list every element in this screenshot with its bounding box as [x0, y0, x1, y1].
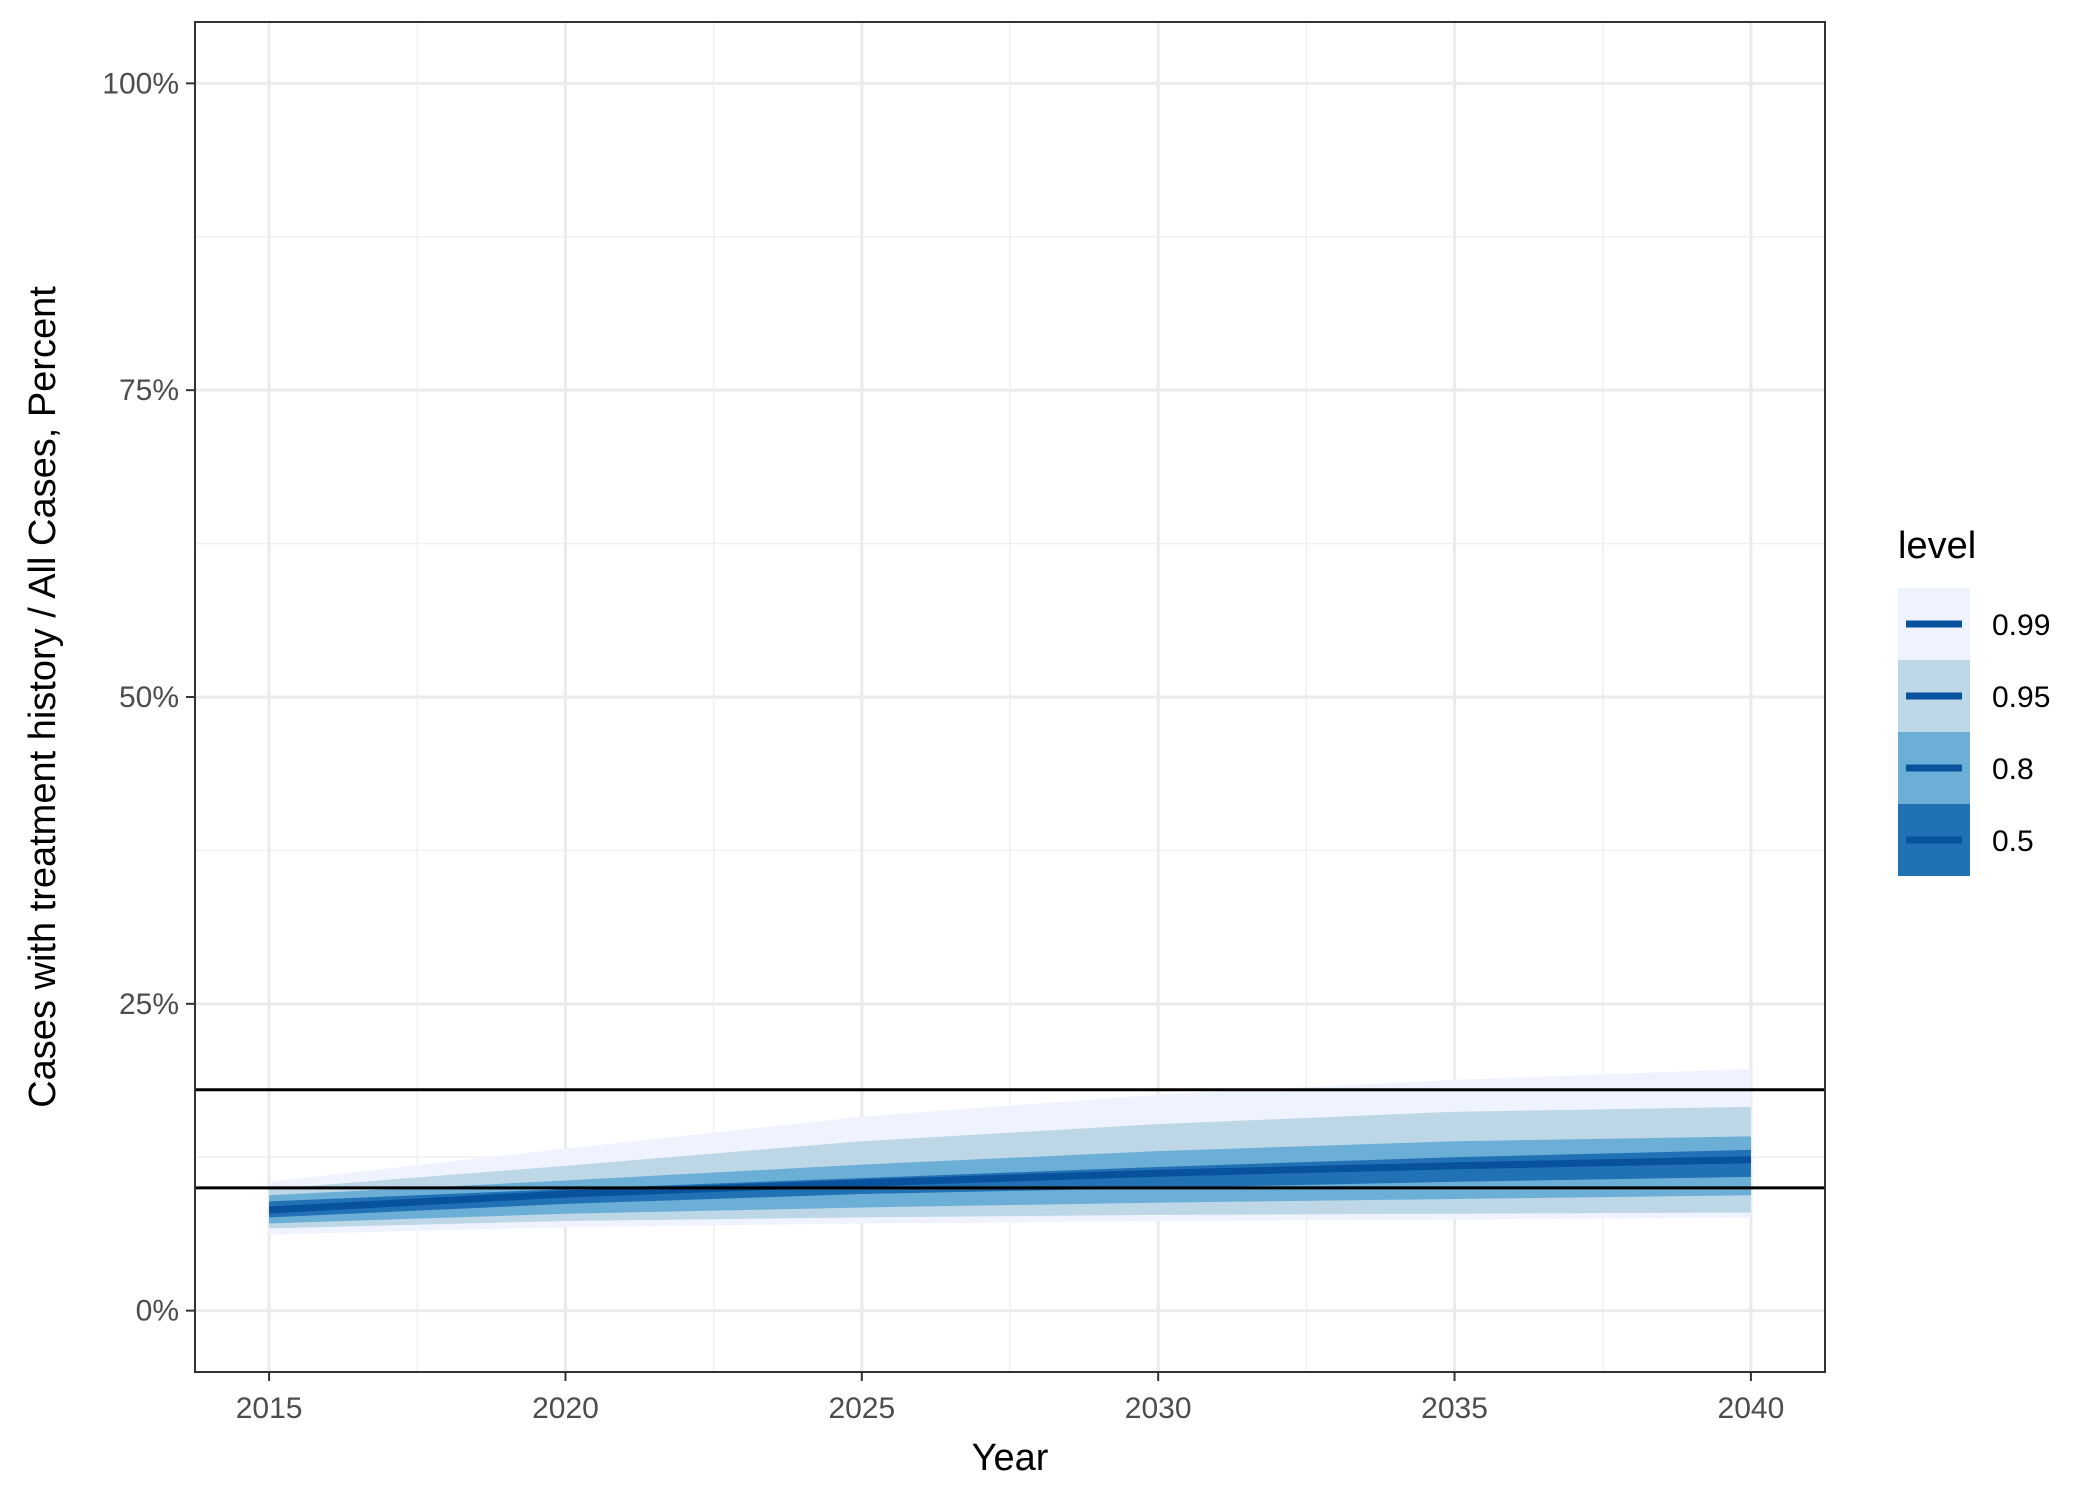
x-axis-title: Year [972, 1437, 1049, 1479]
x-tick-label: 2020 [532, 1392, 599, 1425]
y-tick-label: 100% [102, 67, 179, 100]
y-axis-title: Cases with treatment history / All Cases… [22, 286, 64, 1108]
median-line-layer [268, 1156, 1751, 1214]
legend-title: level [1898, 525, 1976, 567]
median-line [268, 1156, 1751, 1214]
legend-label: 0.99 [1992, 609, 2050, 642]
x-tick-label: 2025 [828, 1392, 895, 1425]
x-tick-label: 2040 [1718, 1392, 1785, 1425]
y-tick-label: 0% [136, 1295, 179, 1328]
x-tick-label: 2030 [1125, 1392, 1192, 1425]
reference-lines [195, 1088, 1825, 1190]
x-tick-label: 2035 [1421, 1392, 1488, 1425]
y-tick-label: 75% [119, 374, 179, 407]
axis-ticks: 2015 2020 2025 2030 2035 2040 0% 25% 50% 75% 100% [102, 67, 1784, 1425]
y-tick-label: 25% [119, 988, 179, 1021]
y-tick-label: 50% [119, 681, 179, 714]
legend-label: 0.5 [1992, 825, 2034, 858]
legend: 0.99 0.95 0.8 0.5 [1898, 588, 2050, 876]
legend-label: 0.8 [1992, 753, 2034, 786]
x-tick-label: 2015 [236, 1392, 303, 1425]
legend-label: 0.95 [1992, 681, 2050, 714]
